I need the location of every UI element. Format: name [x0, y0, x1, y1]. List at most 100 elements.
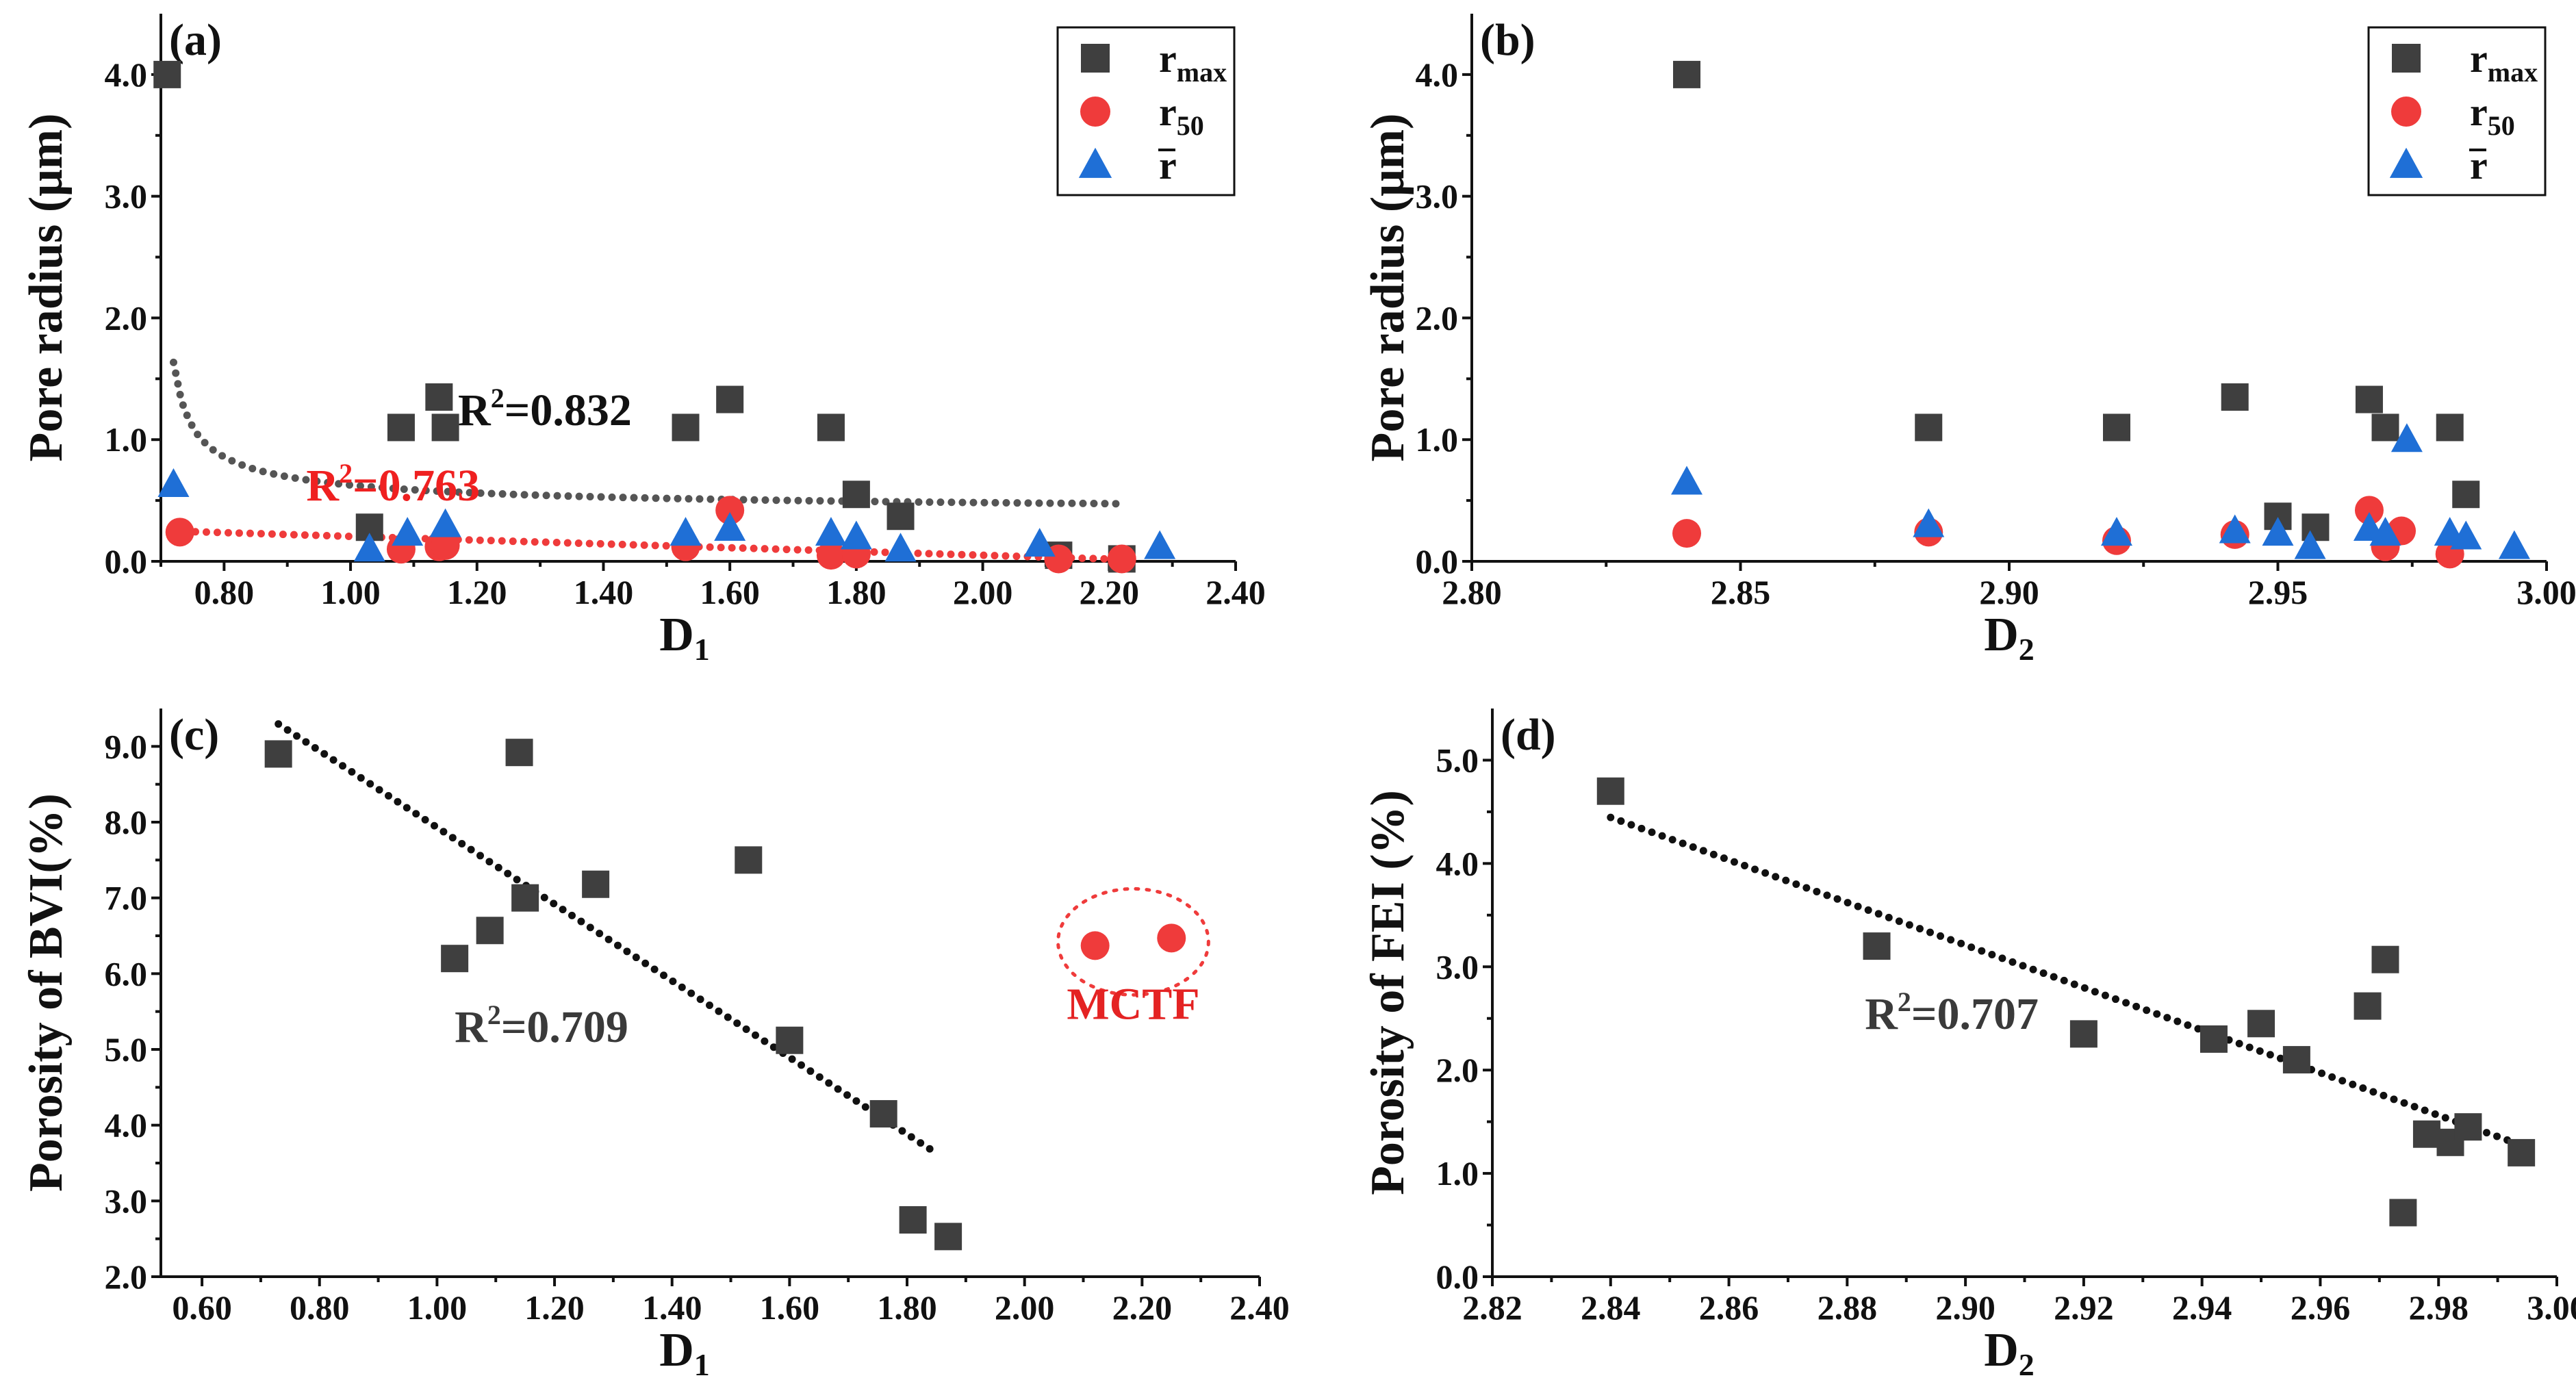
x-tick-label: 2.00: [995, 1288, 1055, 1327]
y-tick-label: 0.0: [1416, 542, 1459, 580]
data-point-rmean: [669, 517, 702, 546]
series-MCTF: [1080, 923, 1186, 960]
data-point-rmean: [714, 512, 746, 541]
x-tick-label: 1.60: [760, 1288, 820, 1327]
series-rmax: [1673, 60, 2480, 541]
x-tick-label: 1.20: [524, 1288, 585, 1327]
legend-entry-label: r50: [2470, 90, 2515, 141]
x-tick-label: 1.80: [826, 573, 887, 611]
data-point-rmax: [1673, 60, 1700, 88]
x-tick-label: 2.95: [2248, 573, 2308, 611]
y-tick-label: 4.0: [1436, 844, 1479, 882]
data-point-BVI: [476, 917, 504, 945]
panel-c-chart: 0.60 0.80 1.00 1.20 1.40 1.60 1.80 2.00 2.20 2.40…: [20, 709, 1290, 1378]
x-tick-label: 2.80: [1442, 573, 1502, 611]
data-point-FEI: [2371, 945, 2399, 973]
data-point-rmean: [1671, 465, 1703, 495]
data-point-rmean: [815, 517, 847, 546]
legend-marker-circle: [1080, 97, 1110, 127]
mctf-ellipse: [1056, 886, 1210, 997]
panel-label: (a): [169, 15, 222, 65]
x-tick-label: 2.20: [1112, 1288, 1173, 1327]
data-point-rmax: [887, 502, 915, 531]
x-axis-title: D1: [659, 1324, 710, 1378]
x-tick-label: 1.40: [574, 573, 634, 611]
x-tick-label: 1.00: [407, 1288, 468, 1327]
x-tick-label: 2.94: [2172, 1288, 2232, 1327]
data-point-r50: [2354, 496, 2384, 525]
data-point-rmean: [1144, 530, 1176, 559]
r2-annotation: R2=0.763: [306, 458, 480, 511]
x-axis-title: D2: [1984, 1324, 2035, 1378]
panel-d-chart: 2.82 2.84 2.86 2.88 2.90 2.92 2.94 2.96 2.98 3.0 0…: [1362, 709, 2576, 1378]
data-point-FEI: [1863, 932, 1891, 960]
data-point-rmax: [817, 413, 845, 442]
data-point-FEI: [2069, 1020, 2097, 1048]
x-tick-label: 0.80: [290, 1288, 350, 1327]
fit-line: [170, 527, 1126, 563]
data-point-FEI: [2389, 1199, 2417, 1227]
data-point-FEI: [2412, 1120, 2440, 1148]
y-tick-label: 2.0: [1436, 1051, 1479, 1089]
series-FEI: [1596, 777, 2536, 1227]
data-point-FEI: [2354, 992, 2382, 1020]
series-rmean: [1671, 423, 2530, 559]
r2-annotation: R2=0.707: [1865, 986, 2039, 1039]
data-point-rmean: [2498, 530, 2530, 559]
y-tick-label: 4.0: [105, 55, 148, 94]
y-tick-label: 2.0: [1416, 298, 1459, 337]
data-point-FEI: [2454, 1113, 2482, 1141]
x-tick-label: 2.40: [1206, 573, 1266, 611]
data-point-rmax: [2436, 413, 2464, 442]
data-point-BVI: [264, 740, 292, 768]
x-tick-label: 1.00: [320, 573, 381, 611]
data-point-rmean: [2450, 520, 2482, 550]
x-tick-label: 2.92: [2054, 1288, 2114, 1327]
x-tick-label: 2.40: [1229, 1288, 1290, 1327]
y-tick-label: 9.0: [105, 727, 148, 765]
panel-a-chart: 0.80 1.00 1.20 1.40 1.60 1.80 2.00 2.20 2.40 0.0 1…: [20, 14, 1266, 667]
data-point-FEI: [2508, 1138, 2536, 1166]
y-axis-title: Pore radius (μm): [1362, 114, 1414, 462]
data-point-rmean: [884, 533, 917, 562]
legend-marker-circle: [2391, 97, 2421, 127]
data-point-rmax: [2103, 413, 2130, 442]
data-point-FEI: [2199, 1025, 2228, 1053]
series-r50: [1672, 496, 2464, 569]
x-tick-label: 1.20: [447, 573, 507, 611]
panel-label: (c): [169, 710, 219, 760]
data-point-rmax: [2452, 481, 2480, 509]
data-point-r50: [431, 531, 460, 560]
y-tick-label: 3.0: [105, 1182, 148, 1220]
series-BVI: [264, 739, 962, 1251]
data-point-BVI: [511, 884, 539, 912]
data-point-BVI: [441, 945, 469, 973]
fit-line: [275, 720, 934, 1153]
data-point-rmax: [672, 413, 700, 442]
data-point-rmax: [2355, 385, 2383, 413]
data-point-rmax: [425, 383, 453, 411]
data-point-r50: [1672, 519, 1701, 548]
x-tick-label: 2.90: [1979, 573, 2039, 611]
data-point-MCTF: [1080, 931, 1110, 960]
data-point-rmax: [842, 481, 870, 509]
y-tick-label: 3.0: [1416, 177, 1459, 216]
legend-marker-square: [1081, 44, 1110, 73]
x-tick-label: 2.98: [2408, 1288, 2469, 1327]
data-point-rmean: [392, 517, 424, 546]
mctf-label: MCTF: [1067, 980, 1199, 1030]
x-axis-title: D1: [659, 609, 710, 667]
x-tick-label: 3.00: [2527, 1288, 2576, 1327]
data-point-rmean: [429, 508, 461, 537]
r2-annotation: R2=0.832: [458, 383, 632, 435]
data-point-rmean: [2294, 530, 2326, 559]
x-tick-label: 2.82: [1462, 1288, 1522, 1327]
x-tick-label: 2.84: [1581, 1288, 1641, 1327]
data-point-rmax: [2301, 513, 2330, 541]
y-tick-label: 1.0: [1416, 420, 1459, 459]
data-point-BVI: [505, 739, 533, 767]
x-tick-label: 0.60: [172, 1288, 232, 1327]
data-point-FEI: [1596, 777, 1624, 805]
